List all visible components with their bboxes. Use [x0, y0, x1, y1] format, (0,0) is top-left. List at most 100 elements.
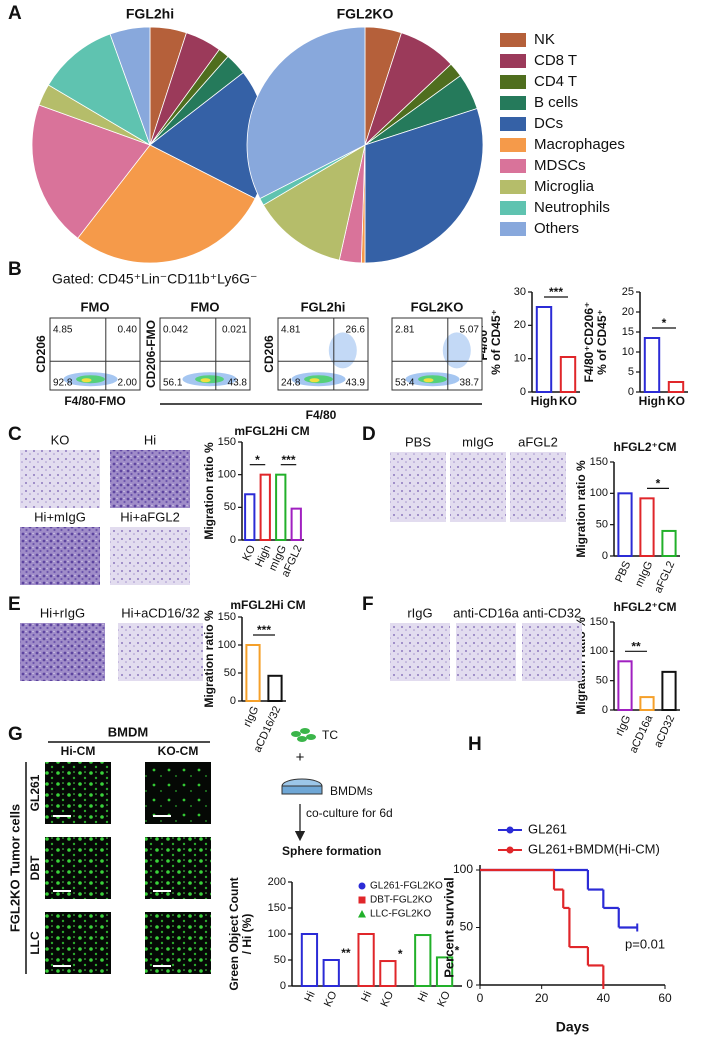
bar — [535, 306, 553, 393]
legend-swatch — [500, 33, 526, 47]
y-tick-label: 0 — [230, 534, 236, 546]
y-axis-label: Green Object Count — [227, 877, 241, 990]
image-label: Hi+aCD16/32 — [121, 605, 199, 620]
density — [309, 378, 320, 383]
y-tick-label: 0 — [520, 386, 526, 398]
pie-slice — [262, 144, 366, 261]
y-tick-label: 100 — [268, 928, 286, 940]
column-label: Hi-CM — [61, 744, 96, 758]
x-tick-label: KO — [435, 989, 453, 1009]
image-label: Hi+mIgG — [34, 509, 86, 524]
legend-label: B cells — [534, 94, 578, 111]
legend-label: GL261-FGL2KO — [370, 881, 443, 892]
legend-swatch — [500, 180, 526, 194]
x-tick-label: KO — [322, 989, 340, 1009]
flow-x-label: F4/80-FMO — [64, 394, 125, 408]
legend-label: GL261+BMDM(Hi-CM) — [528, 841, 660, 856]
panel-label: G — [8, 724, 23, 745]
x-tick-label: Hi — [416, 989, 431, 1003]
bar — [379, 960, 397, 987]
image-label: Hi+aFGL2 — [120, 509, 180, 524]
legend-swatch — [500, 159, 526, 173]
column-label: KO-CM — [158, 744, 199, 758]
bar — [290, 507, 302, 542]
chart-title: hFGL2⁺CM — [614, 600, 677, 614]
group-header: BMDM — [108, 724, 148, 739]
legend-label: Macrophages — [534, 136, 625, 153]
y-axis-label: Percent survival — [441, 877, 456, 977]
y-axis-label: % of CD45⁺ — [595, 309, 609, 375]
x-tick-label: rIgG — [613, 713, 633, 737]
bar — [244, 493, 256, 541]
legend-label: DBT-FGL2KO — [370, 895, 432, 906]
bar — [639, 497, 655, 558]
bar — [559, 356, 577, 393]
cell-icon — [297, 736, 307, 742]
y-tick-label: 5 — [628, 366, 634, 378]
y-tick-label: 15 — [622, 326, 634, 338]
bar — [245, 644, 261, 702]
legend-label: Microglia — [534, 178, 595, 195]
micrograph — [390, 623, 450, 681]
flow-title: FMO — [81, 299, 110, 314]
pie-slice — [77, 144, 256, 264]
fluorescence-image — [45, 837, 111, 899]
bar — [322, 959, 340, 987]
micrograph — [110, 527, 190, 585]
image-label: Hi+rIgG — [40, 605, 85, 620]
dish-icon — [281, 785, 323, 795]
legend-label: CD8 T — [534, 52, 577, 69]
flow-title: FGL2KO — [411, 299, 464, 314]
image-label: mIgG — [462, 434, 494, 449]
image-label: PBS — [405, 434, 431, 449]
micrograph — [510, 452, 566, 522]
y-tick-label: 0 — [230, 695, 236, 707]
quadrant-value: 43.9 — [346, 378, 366, 389]
chart-title: hFGL2⁺CM — [614, 440, 677, 454]
quadrant-value: 5.07 — [460, 325, 480, 336]
y-tick-label: 25 — [622, 286, 634, 298]
quadrant-value: 4.85 — [53, 325, 73, 336]
x-axis-label: Days — [556, 1019, 590, 1035]
legend-label: MDSCs — [534, 157, 586, 174]
y-tick-label: 150 — [218, 611, 236, 623]
y-tick-label: 50 — [596, 675, 608, 687]
legend-swatch — [500, 201, 526, 215]
y-tick-label: 0 — [628, 386, 634, 398]
y-tick-label: 100 — [218, 639, 236, 651]
y-tick-label: 50 — [460, 920, 474, 934]
density — [81, 378, 92, 383]
y-tick-label: 0 — [280, 980, 286, 992]
bar — [275, 473, 287, 541]
y-axis-label: F4/80⁺CD206⁺ — [582, 302, 596, 383]
schematic-label: TC — [322, 728, 338, 742]
cell-icon — [291, 731, 301, 737]
significance-label: * — [455, 944, 460, 958]
flow-title: FMO — [191, 299, 220, 314]
panel-label: C — [8, 424, 22, 445]
chart-title: mFGL2Hi CM — [234, 424, 309, 438]
y-axis-label: Migration ratio % — [574, 460, 588, 558]
x-tick-label: PBS — [613, 559, 633, 584]
pie-slice — [109, 26, 151, 146]
quadrant-value: 2.81 — [395, 325, 415, 336]
significance-label: ** — [341, 946, 351, 960]
density — [442, 332, 471, 369]
flow-title: FGL2hi — [301, 299, 346, 314]
fluorescence-image — [145, 912, 211, 974]
legend-label: DCs — [534, 115, 563, 132]
flow-y-label: CD206 — [34, 335, 48, 373]
significance-label: *** — [257, 623, 271, 637]
y-tick-label: 100 — [453, 862, 473, 876]
quadrant-value: 38.7 — [460, 378, 480, 389]
y-tick-label: 20 — [622, 306, 634, 318]
x-tick-label: Hi — [303, 989, 318, 1003]
y-tick-label: 150 — [590, 616, 608, 628]
y-tick-label: 50 — [596, 519, 608, 531]
legend-label: Others — [534, 220, 579, 237]
legend-swatch — [500, 138, 526, 152]
pie-slice — [31, 104, 151, 239]
row-label: LLC — [28, 931, 42, 955]
micrograph — [118, 623, 203, 681]
bar — [643, 337, 661, 393]
